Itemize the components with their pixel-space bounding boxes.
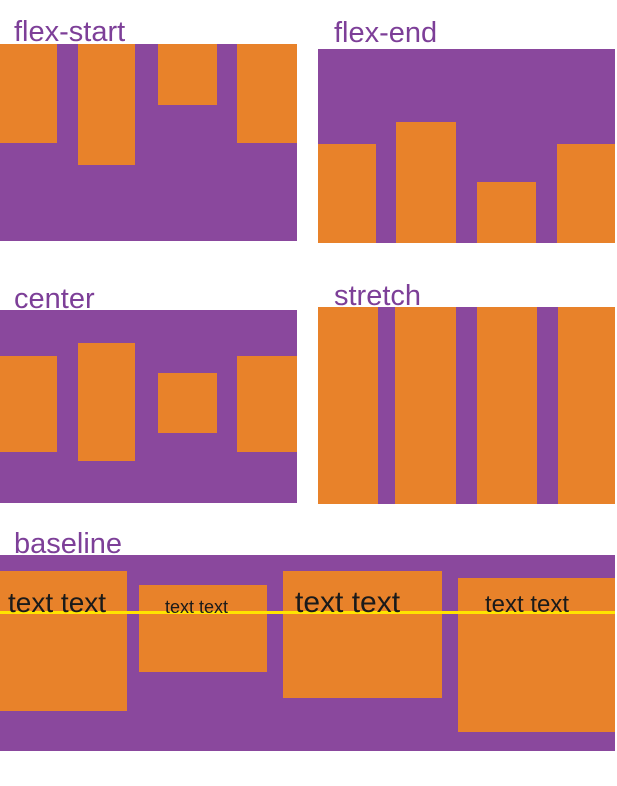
flex-item [558, 307, 615, 504]
flex-item [237, 44, 297, 143]
flex-item [78, 44, 135, 165]
flex-item [477, 182, 536, 243]
section-label-baseline: baseline [14, 528, 123, 560]
flex-item [318, 307, 378, 504]
flex-container-center [0, 310, 297, 503]
flex-item [477, 307, 537, 504]
section-label-stretch: stretch [334, 280, 422, 312]
flex-item [318, 144, 376, 243]
flex-item [237, 356, 297, 452]
section-label-flex-start: flex-start [14, 16, 126, 48]
flex-container-baseline: text text text text text text text text [0, 555, 615, 751]
flex-item [396, 122, 456, 243]
flex-item [0, 44, 57, 143]
flex-item-text: text text [295, 586, 401, 619]
flex-item: text text [139, 585, 267, 672]
flex-container-flex-end [318, 49, 615, 243]
flex-item [78, 343, 135, 461]
flex-item: text text [283, 571, 442, 698]
flex-item: text text [458, 578, 615, 732]
section-label-flex-end: flex-end [334, 17, 438, 49]
flex-container-flex-start [0, 44, 297, 241]
flex-item: text text [0, 571, 127, 711]
flex-item [557, 144, 615, 243]
baseline-indicator-line [0, 611, 615, 614]
flex-item [0, 356, 57, 452]
flex-item-text: text text [8, 587, 107, 618]
section-label-center: center [14, 283, 95, 315]
flex-container-stretch [318, 307, 615, 504]
flex-item [395, 307, 456, 504]
flex-item [158, 44, 217, 105]
flex-item-text: text text [165, 597, 229, 617]
flex-item-text: text text [485, 591, 570, 618]
flex-item [158, 373, 217, 433]
